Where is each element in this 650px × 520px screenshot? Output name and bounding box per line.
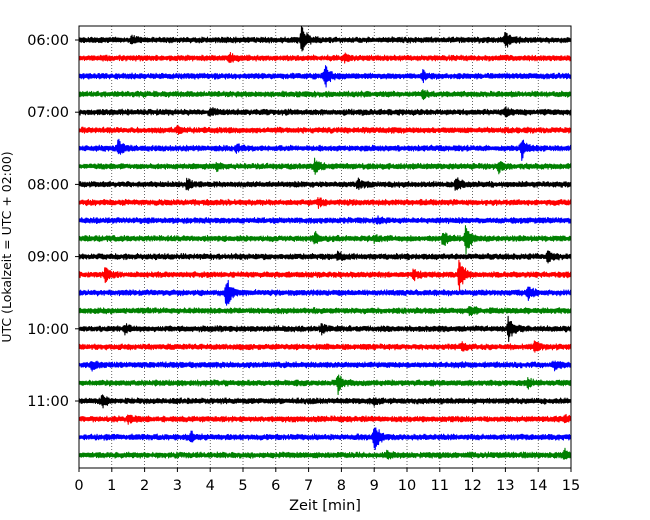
y-tick-label: 10:00 [27, 322, 69, 338]
y-tick-label: 07:00 [27, 105, 69, 121]
seismic-trace [78, 413, 572, 425]
seismic-trace [78, 26, 572, 52]
seismic-trace [78, 215, 572, 225]
seismic-trace [78, 374, 572, 396]
y-tick-label: 08:00 [27, 177, 69, 193]
x-tick-label: 11 [431, 478, 449, 494]
y-tick-label: 09:00 [27, 250, 69, 266]
x-tick-label: 6 [271, 478, 280, 494]
seismic-trace [78, 250, 572, 264]
x-axis: 0 1 2 3 4 5 6 7 8 9 10 11 12 13 14 15 [74, 468, 580, 494]
trace-layer [78, 26, 572, 460]
seismic-trace [78, 315, 572, 343]
x-tick-label: 3 [173, 478, 182, 494]
x-tick-label: 7 [304, 478, 313, 494]
seismic-trace [78, 427, 572, 451]
seismic-trace [78, 360, 572, 372]
seismic-trace [78, 89, 572, 101]
y-tick-label: 06:00 [27, 33, 69, 49]
x-axis-title: Zeit [min] [289, 498, 361, 514]
plot-frame [78, 25, 572, 469]
x-tick-label: 2 [140, 478, 149, 494]
seismic-trace [78, 197, 572, 210]
seismic-trace [78, 138, 572, 162]
seismic-trace [78, 225, 572, 255]
seismic-trace [78, 306, 572, 317]
seismic-trace [78, 157, 572, 175]
y-tick-label: 11:00 [27, 394, 69, 410]
x-tick-label: 4 [206, 478, 215, 494]
seismic-trace [78, 447, 572, 460]
x-tick-label: 12 [463, 478, 481, 494]
x-tick-label: 10 [398, 478, 416, 494]
y-axis-title: UTC (Lokalzeit = UTC + 02:00) [0, 151, 14, 342]
x-tick-label: 14 [529, 478, 547, 494]
seismic-trace [78, 340, 572, 353]
seismic-trace [78, 65, 572, 88]
seismic-trace [78, 177, 572, 191]
seismic-trace [78, 279, 572, 306]
y-axis: 06:00 07:00 08:00 09:00 10:00 11:00 [27, 33, 79, 410]
seismic-trace [78, 124, 572, 135]
x-tick-label: 1 [107, 478, 116, 494]
x-tick-label: 5 [238, 478, 247, 494]
x-tick-label: 9 [370, 478, 379, 494]
x-tick-label: 15 [562, 478, 580, 494]
seismic-trace [78, 259, 572, 293]
seismic-trace [78, 106, 572, 118]
x-tick-label: 0 [74, 478, 83, 494]
x-tick-label: 13 [496, 478, 514, 494]
x-tick-label: 8 [337, 478, 346, 494]
seismic-trace [78, 51, 572, 64]
seismic-trace [78, 394, 572, 409]
